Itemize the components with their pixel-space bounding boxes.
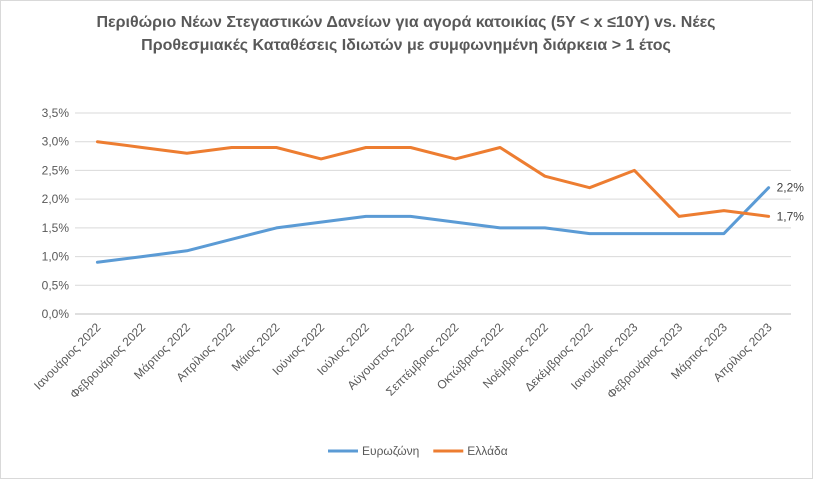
end-labels: 2,2% 1,7% [777,181,805,224]
data-label: 2,2% [777,181,805,195]
y-tick-label: 2,0% [42,192,70,206]
y-axis: 0,0% 0,5% 1,0% 1,5% 2,0% 2,5% 3,0% 3,5% [42,106,70,321]
legend-label: Ελλάδα [467,444,507,458]
x-tick-label: Φεβρουάριος 2023 [604,320,685,401]
data-label: 1,7% [777,209,805,223]
y-tick-label: 2,5% [42,163,70,177]
chart-title: Περιθώριο Νέων Στεγαστικών Δανείων για α… [96,14,716,54]
y-tick-label: 1,5% [42,221,70,235]
y-tick-label: 1,0% [42,250,70,264]
legend-label: Ευρωζώνη [362,444,419,458]
series-line-1 [95,140,771,218]
y-tick-label: 3,5% [42,106,70,120]
grid-lines [75,112,791,315]
y-tick-label: 0,0% [42,307,70,321]
y-tick-label: 0,5% [42,278,70,292]
x-tick-label: Φεβρουάριος 2022 [67,320,148,401]
series-line-0 [95,186,771,264]
legend: Ευρωζώνη Ελλάδα [328,444,508,458]
y-tick-label: 3,0% [42,135,70,149]
series-lines [95,140,771,264]
